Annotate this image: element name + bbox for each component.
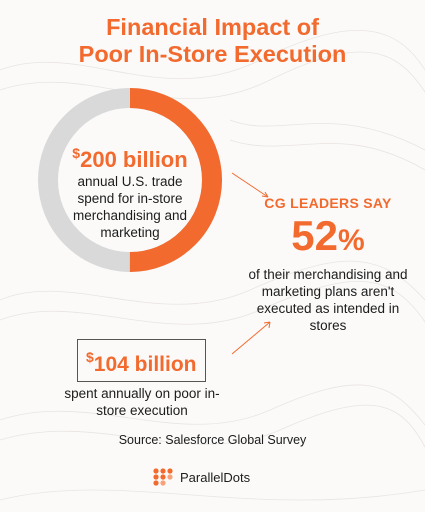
donut-dollar-symbol: $: [72, 145, 81, 161]
cg-leaders-description: of their merchandising and marketing pla…: [248, 267, 408, 333]
brand-footer: ParallelDots: [152, 467, 250, 487]
paralleldots-logo-icon: [153, 468, 173, 486]
title-line-1: Financial Impact of: [106, 14, 319, 40]
cg-leaders-label: CG LEADERS SAY: [264, 195, 392, 211]
cg-percentage: 52%: [238, 213, 418, 264]
donut-stat: $200 billion annual U.S. trade spend for…: [62, 140, 198, 241]
source-citation: Source: Salesforce Global Survey: [118, 433, 307, 447]
donut-description: annual U.S. trade spend for in-store mer…: [72, 174, 188, 240]
connector-arrow-upper: [231, 172, 269, 198]
donut-ring-orange: [38, 88, 222, 272]
brand-name: ParallelDots: [180, 469, 251, 485]
execution-dollar-symbol: $: [86, 349, 94, 365]
execution-description: spent annually on poor in-store executio…: [64, 386, 220, 418]
cg-percentage-sign: %: [338, 224, 365, 257]
page-title: Financial Impact of Poor In-Store Execut…: [0, 14, 425, 68]
donut-amount-value: 200 billion: [80, 147, 188, 172]
donut-ring: [38, 88, 222, 272]
execution-amount: $104 billion: [86, 344, 197, 378]
execution-amount-value: 104 billion: [93, 353, 197, 376]
cg-leaders-stat: CG LEADERS SAY 52% of their merchandisin…: [238, 195, 418, 334]
title-line-2: Poor In-Store Execution: [78, 41, 347, 67]
cg-percentage-number: 52: [291, 212, 339, 259]
donut-amount: $200 billion: [62, 140, 198, 173]
execution-amount-box: $104 billion: [77, 339, 206, 382]
connector-arrow-lower: [231, 321, 271, 355]
